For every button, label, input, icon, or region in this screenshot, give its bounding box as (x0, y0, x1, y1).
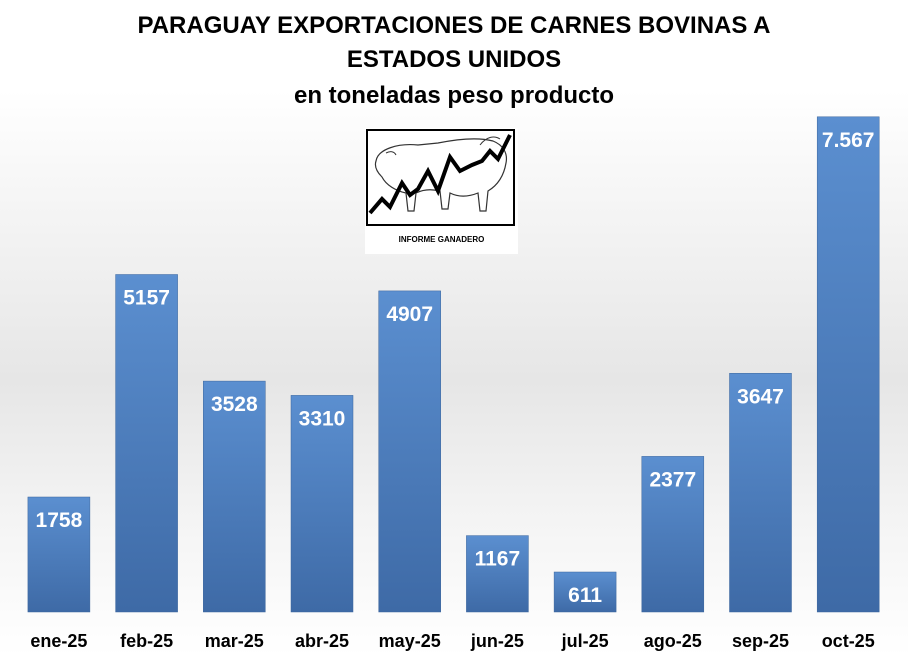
x-tick-label-ago-25: ago-25 (644, 631, 702, 651)
data-label-jun-25: 1167 (475, 548, 521, 571)
bar-abr-25 (290, 395, 354, 613)
bar-sep-25 (729, 373, 792, 613)
bar-ene-25 (27, 496, 91, 613)
bar-ago-25 (641, 456, 705, 613)
data-label-jul-25: 611 (568, 584, 602, 607)
bar-feb-25 (115, 274, 178, 613)
x-tick-label-feb-25: feb-25 (120, 631, 173, 651)
data-label-mar-25: 3528 (211, 393, 258, 416)
x-tick-label-sep-25: sep-25 (732, 631, 789, 651)
x-tick-label-may-25: may-25 (379, 631, 441, 651)
x-tick-label-ene-25: ene-25 (30, 631, 87, 651)
data-label-ene-25: 1758 (36, 509, 83, 532)
cattle-chart-logo-icon (366, 129, 515, 226)
data-label-oct-25: 7.567 (822, 129, 875, 152)
data-label-abr-25: 3310 (299, 407, 346, 430)
data-label-ago-25: 2377 (649, 468, 696, 491)
bar-jul-25 (553, 571, 617, 613)
chart-subtitle: en toneladas peso producto (293, 82, 615, 109)
bar-jun-25 (466, 535, 529, 613)
chart-title-line2: ESTADOS UNIDOS (346, 46, 562, 73)
informe-ganadero-logo: INFORME GANADERO (365, 128, 518, 254)
chart-title: PARAGUAY EXPORTACIONES DE CARNES BOVINAS… (137, 12, 771, 39)
data-label-feb-25: 5157 (123, 287, 170, 310)
x-tick-label-mar-25: mar-25 (205, 631, 264, 651)
x-tick-label-jun-25: jun-25 (470, 631, 524, 651)
x-tick-label-abr-25: abr-25 (295, 631, 349, 651)
logo-caption: INFORME GANADERO (398, 235, 485, 244)
data-label-may-25: 4907 (386, 303, 433, 326)
data-label-sep-25: 3647 (737, 385, 784, 408)
x-tick-label-jul-25: jul-25 (561, 631, 609, 651)
x-tick-label-oct-25: oct-25 (822, 631, 875, 651)
bar-mar-25 (203, 380, 266, 613)
bar-may-25 (378, 290, 441, 613)
bar-oct-25 (816, 116, 880, 613)
